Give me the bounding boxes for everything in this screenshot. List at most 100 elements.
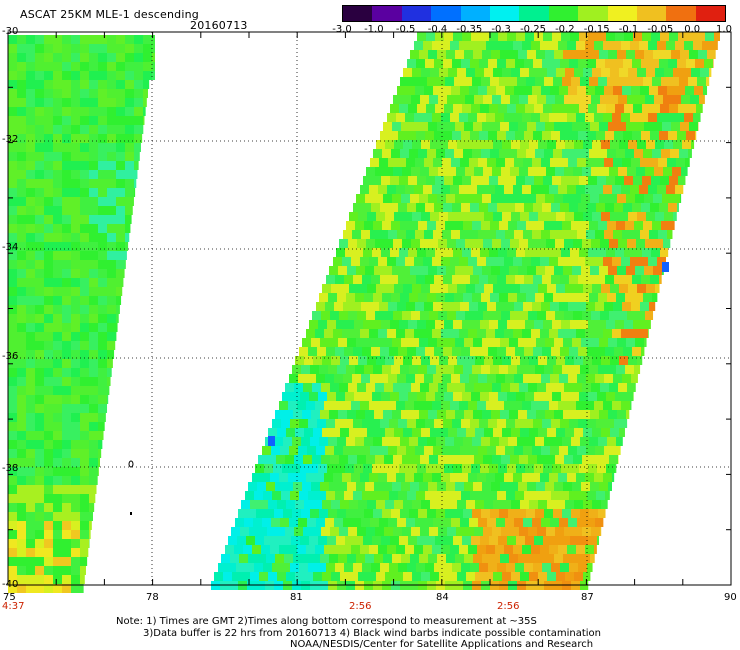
colorbar-label: -1.0 bbox=[364, 24, 384, 35]
swath-cell bbox=[107, 134, 116, 143]
swath-cell bbox=[583, 500, 592, 509]
swath-cell bbox=[533, 419, 542, 428]
swath-cell bbox=[8, 413, 17, 422]
swath-cell bbox=[17, 467, 26, 476]
swath-cell bbox=[444, 536, 453, 545]
swath-cell bbox=[468, 401, 477, 410]
swath-cell bbox=[429, 239, 438, 248]
swath-cell bbox=[345, 248, 354, 257]
swath-cell bbox=[522, 113, 531, 122]
swath-cell bbox=[333, 401, 342, 410]
swath-cell bbox=[497, 419, 506, 428]
swath-cell bbox=[492, 455, 501, 464]
swath-cell bbox=[98, 260, 107, 269]
swath-cell bbox=[568, 446, 577, 455]
swath-cell bbox=[439, 212, 448, 221]
swath-cell bbox=[408, 392, 417, 401]
swath-cell bbox=[603, 329, 612, 338]
swath-cell bbox=[560, 203, 569, 212]
swath-cell bbox=[615, 104, 624, 113]
swath-cell bbox=[616, 221, 625, 230]
swath-cell bbox=[17, 116, 26, 125]
swath-cell bbox=[506, 203, 515, 212]
swath-cell bbox=[89, 386, 98, 395]
swath-cell bbox=[241, 500, 250, 509]
swath-cell bbox=[538, 140, 547, 149]
swath-cell bbox=[493, 212, 502, 221]
swath-cell bbox=[44, 404, 53, 413]
swath-cell bbox=[430, 212, 439, 221]
swath-cell bbox=[661, 149, 670, 158]
swath-cell bbox=[98, 224, 107, 233]
swath-cell bbox=[462, 176, 471, 185]
swath-cell bbox=[441, 473, 450, 482]
swath-cell bbox=[592, 500, 601, 509]
swath-cell bbox=[591, 239, 600, 248]
swath-cell bbox=[17, 152, 26, 161]
swath-cell bbox=[17, 476, 26, 485]
swath-cell bbox=[107, 332, 116, 341]
swath-cell bbox=[373, 365, 382, 374]
swath-cell bbox=[524, 275, 533, 284]
swath-cell bbox=[417, 320, 426, 329]
swath-cell bbox=[497, 131, 506, 140]
swath-cell bbox=[345, 536, 354, 545]
swath-cell bbox=[444, 104, 453, 113]
swath-cell bbox=[464, 122, 473, 131]
swath-cell bbox=[369, 257, 378, 266]
swath-cell bbox=[307, 446, 316, 455]
swath-cell bbox=[473, 50, 482, 59]
swath-cell bbox=[241, 572, 250, 581]
swath-cell bbox=[62, 44, 71, 53]
swath-cell bbox=[619, 284, 628, 293]
swath-cell bbox=[8, 161, 17, 170]
swath-cell bbox=[107, 188, 116, 197]
swath-cell bbox=[462, 320, 471, 329]
swath-cell bbox=[631, 158, 640, 167]
swath-cell bbox=[482, 50, 491, 59]
swath-cell bbox=[576, 473, 585, 482]
swath-cell bbox=[597, 392, 606, 401]
swath-cell bbox=[610, 356, 619, 365]
swath-cell bbox=[98, 179, 107, 188]
swath-cell bbox=[313, 500, 322, 509]
swath-cell bbox=[8, 332, 17, 341]
swath-cell bbox=[480, 32, 489, 41]
swath-cell bbox=[400, 149, 409, 158]
swath-cell bbox=[572, 338, 581, 347]
swath-cell bbox=[448, 572, 457, 581]
swath-cell bbox=[553, 221, 562, 230]
swath-cell bbox=[26, 260, 35, 269]
swath-cell bbox=[125, 116, 134, 125]
swath-cell bbox=[352, 446, 361, 455]
swath-cell bbox=[8, 89, 17, 98]
swath-cell bbox=[544, 149, 553, 158]
swath-cell bbox=[337, 365, 346, 374]
swath-cell bbox=[17, 143, 26, 152]
swath-cell bbox=[343, 518, 352, 527]
swath-cell bbox=[468, 113, 477, 122]
swath-cell bbox=[645, 95, 654, 104]
swath-cell bbox=[382, 437, 391, 446]
swath-cell bbox=[349, 212, 358, 221]
swath-cell bbox=[582, 527, 591, 536]
swath-cell bbox=[517, 365, 526, 374]
swath-cell bbox=[253, 518, 262, 527]
swath-cell bbox=[590, 194, 599, 203]
swath-cell bbox=[533, 203, 542, 212]
swath-cell bbox=[116, 80, 125, 89]
swath-cell bbox=[356, 194, 365, 203]
swath-cell bbox=[44, 467, 53, 476]
swath-cell bbox=[71, 359, 80, 368]
swath-cell bbox=[704, 59, 713, 68]
swath-cell bbox=[89, 368, 98, 377]
swath-cell bbox=[499, 437, 508, 446]
swath-cell bbox=[53, 431, 62, 440]
swath-cell bbox=[663, 167, 672, 176]
swath-cell bbox=[533, 59, 542, 68]
swath-cell bbox=[44, 476, 53, 485]
swath-cell bbox=[143, 116, 145, 125]
swath-cell bbox=[107, 377, 111, 386]
swath-cell bbox=[415, 518, 424, 527]
swath-cell bbox=[402, 455, 411, 464]
